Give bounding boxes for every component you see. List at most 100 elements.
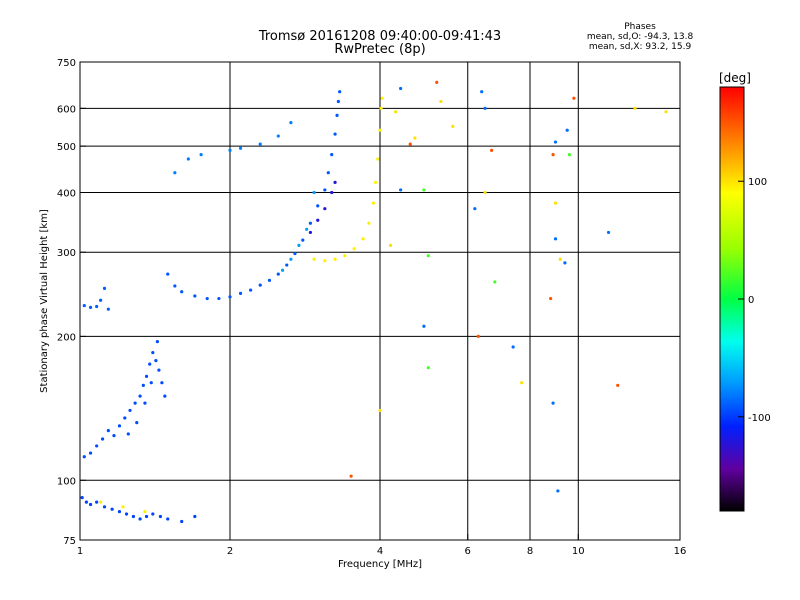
data-point bbox=[163, 394, 167, 398]
data-point bbox=[323, 259, 327, 263]
data-point bbox=[330, 190, 334, 195]
data-point bbox=[413, 136, 417, 140]
data-point bbox=[258, 283, 262, 287]
data-point bbox=[476, 334, 480, 338]
data-point bbox=[483, 106, 487, 110]
data-point bbox=[99, 500, 103, 504]
data-point bbox=[312, 257, 316, 261]
data-point bbox=[249, 288, 253, 292]
data-point bbox=[376, 157, 380, 161]
y-tick-label: 300 bbox=[57, 248, 76, 259]
phase-statistics: Phases mean, sd,O: -94.3, 13.8 mean, sd,… bbox=[585, 22, 695, 52]
data-point bbox=[205, 296, 209, 301]
data-point bbox=[276, 134, 280, 138]
y-tick-label: 600 bbox=[57, 104, 76, 115]
data-point bbox=[106, 429, 110, 433]
data-point bbox=[186, 157, 190, 161]
y-tick-label: 75 bbox=[63, 536, 76, 547]
data-point bbox=[330, 153, 334, 157]
x-axis-label: Frequency [MHz] bbox=[338, 559, 422, 570]
x-tick-label: 1 bbox=[77, 546, 83, 557]
data-point bbox=[316, 204, 320, 208]
data-point bbox=[99, 298, 103, 302]
data-point bbox=[380, 96, 384, 100]
data-point bbox=[343, 254, 347, 258]
data-point bbox=[333, 180, 337, 184]
data-point bbox=[565, 128, 569, 132]
data-point bbox=[316, 218, 320, 222]
data-point bbox=[361, 237, 365, 241]
data-point bbox=[553, 201, 558, 205]
x-tick-label: 4 bbox=[377, 546, 383, 557]
data-point bbox=[117, 424, 122, 428]
data-point bbox=[84, 500, 88, 504]
phase-x-stats: mean, sd,X: 93.2, 15.9 bbox=[588, 42, 692, 52]
data-point bbox=[374, 180, 378, 184]
data-point bbox=[301, 238, 305, 242]
data-point bbox=[131, 514, 136, 519]
data-point bbox=[349, 474, 353, 478]
data-point bbox=[128, 408, 132, 413]
data-point bbox=[126, 432, 130, 436]
data-point bbox=[388, 243, 393, 248]
y-tick-label: 400 bbox=[57, 188, 76, 199]
data-point bbox=[154, 358, 158, 363]
data-point bbox=[82, 303, 86, 308]
data-point bbox=[483, 190, 487, 195]
data-point bbox=[379, 106, 383, 110]
data-point bbox=[123, 416, 127, 420]
data-point bbox=[88, 451, 93, 455]
data-point bbox=[633, 106, 637, 110]
data-point bbox=[399, 86, 403, 91]
y-tick-label: 750 bbox=[57, 58, 76, 69]
x-tick-label: 16 bbox=[674, 546, 687, 557]
colorbar-tick-label: 100 bbox=[748, 177, 767, 188]
data-point bbox=[217, 296, 221, 301]
data-point bbox=[422, 188, 426, 192]
data-point bbox=[110, 507, 114, 511]
data-point bbox=[121, 505, 125, 509]
data-point bbox=[100, 437, 105, 441]
data-point bbox=[289, 257, 293, 261]
colorbar-tick-label: -100 bbox=[748, 413, 771, 424]
data-point bbox=[549, 296, 553, 301]
data-point bbox=[102, 505, 107, 509]
data-point bbox=[480, 90, 484, 94]
data-point bbox=[335, 113, 339, 117]
data-point bbox=[143, 509, 147, 514]
data-point bbox=[148, 362, 152, 366]
data-point bbox=[378, 408, 382, 413]
data-point bbox=[173, 171, 177, 175]
y-axis-label: Stationary phase Virtual Height [km] bbox=[39, 209, 50, 393]
x-tick-label: 10 bbox=[572, 546, 585, 557]
data-point bbox=[80, 495, 84, 500]
data-point bbox=[399, 188, 403, 192]
data-point bbox=[155, 340, 160, 344]
data-point bbox=[664, 110, 668, 114]
data-point bbox=[308, 221, 313, 225]
data-point bbox=[289, 121, 293, 125]
data-point bbox=[112, 434, 116, 438]
data-point bbox=[95, 444, 99, 448]
data-point bbox=[193, 514, 197, 519]
data-point bbox=[258, 142, 262, 146]
data-point bbox=[378, 128, 382, 132]
data-point bbox=[558, 257, 562, 261]
data-point bbox=[160, 381, 164, 385]
x-axis-ticks: 1 2 4 6 8 10 16 bbox=[77, 534, 687, 557]
data-point bbox=[616, 383, 620, 387]
data-point bbox=[305, 227, 309, 231]
data-point bbox=[141, 383, 145, 387]
data-point bbox=[228, 295, 232, 299]
data-point bbox=[102, 286, 107, 291]
data-point bbox=[556, 489, 560, 493]
colorbar-label: [deg] bbox=[719, 71, 751, 85]
data-point bbox=[138, 394, 142, 398]
data-point bbox=[276, 272, 280, 276]
data-point bbox=[166, 272, 170, 276]
data-point bbox=[106, 307, 110, 311]
data-point bbox=[426, 254, 430, 258]
y-axis-ticks: 75 100 200 300 400 500 600 750 bbox=[57, 58, 86, 547]
chart-title: Tromsø 20161208 09:40:00-09:41:43 bbox=[258, 29, 501, 44]
